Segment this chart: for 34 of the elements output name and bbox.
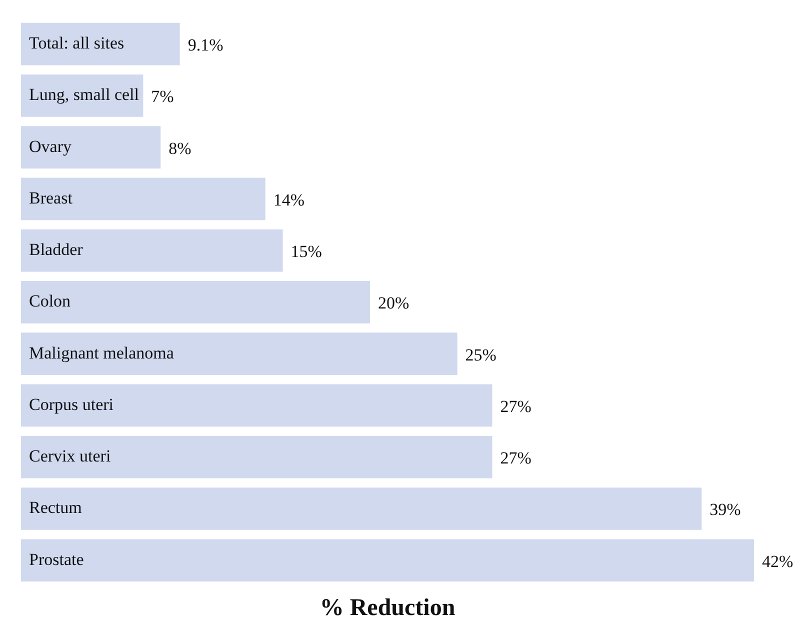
y-tick-label: Corpus uteri [29,394,114,414]
bar [21,22,180,66]
data-label: 7% [151,87,174,106]
bar [21,539,754,582]
data-label: 27% [500,448,532,468]
bar [21,488,702,530]
data-label: 20% [378,294,410,313]
data-label: 15% [290,242,322,262]
data-label: 27% [500,396,532,416]
y-tick-label: Rectum [29,498,82,518]
y-tick-label: Prostate [29,550,84,569]
y-tick-label: Colon [29,292,72,311]
y-tick-label: Ovary [29,136,72,156]
y-tick-label: Total: all sites [29,33,124,52]
data-label: 42% [762,552,794,571]
data-label: 14% [273,190,305,210]
y-tick-label: Cervix uteri [29,446,111,466]
bar [21,281,370,324]
x-axis-title: % Reduction [320,594,456,621]
bar [21,229,283,272]
y-tick-label: Lung, small cell [29,85,140,104]
bar [21,74,144,117]
y-tick-label: Bladder [29,240,84,260]
data-label: 8% [168,138,192,158]
data-label: 39% [710,500,741,520]
bar [21,332,458,376]
data-label: 9.1% [188,35,224,54]
data-label: 25% [465,345,496,364]
bar [21,178,266,220]
bar [21,126,161,168]
bar [21,384,492,427]
bar [21,436,492,478]
y-tick-label: Malignant melanoma [29,343,174,362]
y-tick-label: Breast [29,188,73,208]
